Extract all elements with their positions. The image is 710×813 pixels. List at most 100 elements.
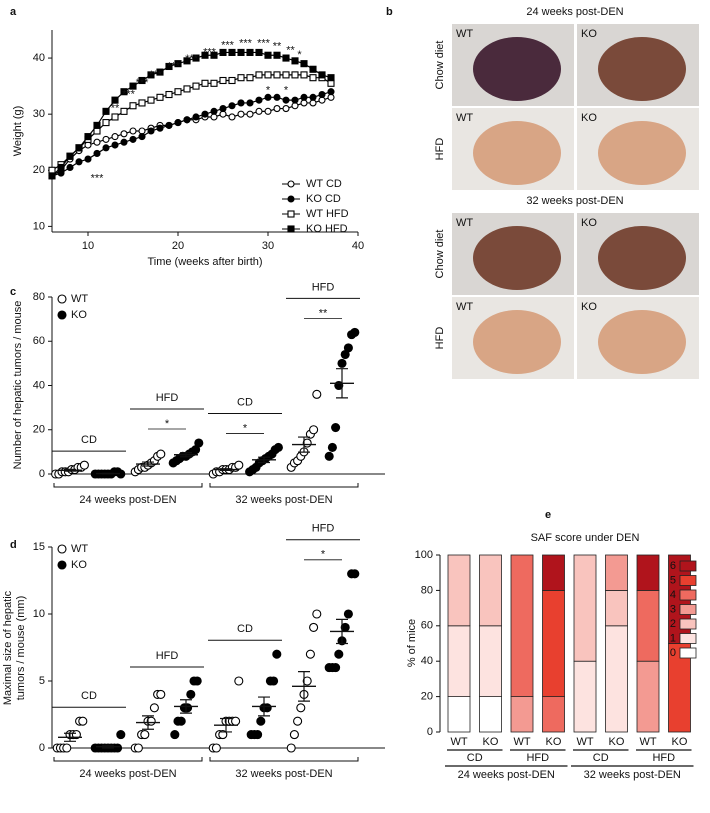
marker — [93, 138, 101, 146]
marker — [282, 105, 290, 113]
marker — [174, 60, 182, 68]
bar-segment — [636, 590, 660, 662]
marker — [255, 48, 263, 56]
marker — [350, 327, 360, 337]
marker — [174, 88, 182, 96]
marker — [296, 703, 306, 713]
marker — [116, 730, 126, 740]
condition-label: CD — [593, 752, 609, 764]
error-bar — [180, 699, 192, 714]
period-bracket — [209, 483, 359, 488]
marker — [129, 82, 137, 90]
marker — [300, 71, 308, 79]
photo-label: WT — [456, 112, 473, 124]
marker — [201, 79, 209, 87]
marker — [165, 121, 173, 129]
period-label: 24 weeks post-DEN — [79, 494, 176, 506]
annotation: *** — [122, 88, 136, 100]
marker — [300, 93, 308, 101]
marker — [102, 144, 110, 152]
marker — [305, 649, 315, 659]
marker — [194, 438, 204, 448]
legend-label: WT HFD — [306, 208, 349, 220]
legend-label: 2 — [670, 618, 676, 630]
marker — [234, 676, 244, 686]
y-tick-label: 0 — [39, 742, 45, 754]
bar-segment — [605, 554, 628, 591]
marker — [302, 676, 312, 686]
x-tick-label: 30 — [262, 240, 274, 252]
marker — [228, 113, 236, 121]
liver — [598, 310, 686, 374]
marker — [255, 96, 263, 104]
y-tick-label: 60 — [33, 335, 45, 347]
x-tick-label: 10 — [82, 240, 94, 252]
bar-segment — [510, 696, 534, 733]
legend-label: KO — [71, 309, 87, 321]
y-tick-label: 40 — [33, 379, 45, 391]
marker — [120, 138, 128, 146]
condition-label: HFD — [156, 392, 179, 404]
y-tick-label: 10 — [33, 608, 45, 620]
marker — [291, 57, 299, 65]
marker — [75, 144, 83, 152]
marker — [327, 442, 337, 453]
x-tick-label: WT — [513, 736, 530, 748]
marker — [272, 649, 282, 659]
marker — [350, 569, 360, 579]
marker — [264, 93, 272, 101]
marker — [282, 54, 290, 62]
legend-marker — [57, 544, 67, 554]
marker — [228, 48, 236, 56]
y-tick-label: 20 — [33, 164, 45, 176]
marker — [111, 133, 119, 141]
legend-label: KO — [71, 559, 87, 571]
bar-segment — [636, 554, 660, 591]
x-tick-label: KO — [672, 736, 688, 748]
liver — [598, 37, 686, 101]
marker — [210, 51, 218, 59]
section-title: 32 weeks post-DEN — [526, 195, 623, 207]
annotation: ** — [286, 45, 295, 57]
panel-label: c — [10, 286, 16, 298]
annotation: *** — [203, 46, 217, 58]
bar-segment — [542, 696, 565, 733]
marker — [210, 79, 218, 87]
marker — [186, 689, 196, 699]
marker — [228, 102, 236, 110]
marker — [156, 689, 166, 699]
bar-segment — [447, 625, 471, 697]
annotation: *** — [149, 69, 163, 81]
marker — [211, 743, 221, 753]
legend-label: WT CD — [306, 178, 342, 190]
error-bar — [64, 468, 76, 472]
significance-label: * — [321, 549, 326, 561]
bar-segment — [573, 554, 597, 662]
x-tick-label: WT — [576, 736, 593, 748]
legend-marker — [287, 180, 295, 188]
marker — [273, 442, 283, 453]
marker — [273, 105, 281, 113]
bar-segment — [479, 554, 502, 627]
error-bar — [64, 732, 76, 742]
marker — [246, 110, 254, 118]
bar-segment — [479, 625, 502, 697]
marker — [291, 96, 299, 104]
y-axis-label: Number of hepatic tumors / mouse — [12, 301, 24, 470]
error-bar — [298, 671, 310, 702]
marker — [133, 743, 143, 753]
annotation: *** — [257, 37, 271, 49]
liver — [598, 226, 686, 290]
marker — [264, 71, 272, 79]
legend-swatch — [679, 604, 697, 615]
marker — [111, 96, 119, 104]
x-tick-label: 40 — [352, 240, 364, 252]
marker — [113, 743, 123, 753]
marker — [149, 703, 159, 713]
marker — [282, 96, 290, 104]
legend-swatch — [679, 589, 697, 601]
y-axis-label: tumors / mouse (mm) — [15, 596, 27, 701]
marker — [237, 48, 245, 56]
marker — [84, 133, 92, 141]
error-bar — [142, 715, 154, 730]
